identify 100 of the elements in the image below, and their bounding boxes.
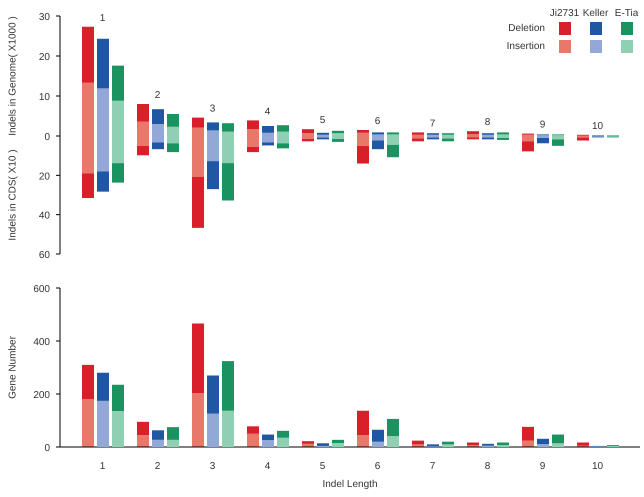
bar [522, 440, 534, 447]
x-tick-label: 2 [154, 461, 161, 472]
bar [82, 399, 94, 447]
x-tick-label: 7 [430, 118, 436, 130]
bar [247, 120, 259, 130]
x-tick-label: 7 [430, 461, 436, 472]
x-tick-label: 6 [374, 461, 381, 472]
bar [302, 441, 314, 444]
bar [152, 440, 164, 447]
bar [112, 66, 124, 101]
bar [277, 143, 289, 148]
bar [112, 410, 124, 447]
bar [412, 440, 424, 444]
x-tick-label: 10 [592, 120, 604, 132]
bar [357, 130, 369, 133]
bar [357, 410, 369, 436]
bar [537, 438, 549, 444]
bar [82, 364, 94, 400]
x-tick-label: 9 [540, 120, 546, 131]
bar [97, 171, 109, 192]
bar [222, 410, 234, 447]
bar [192, 118, 204, 128]
bar [522, 142, 534, 152]
bar [137, 422, 149, 436]
x-tick-label: 8 [484, 117, 491, 128]
bar [357, 146, 369, 164]
bar [262, 142, 274, 146]
bar [372, 140, 384, 150]
bar [552, 434, 564, 444]
bar [537, 444, 549, 447]
bar [167, 114, 179, 127]
bar [552, 443, 564, 447]
bar [192, 324, 204, 393]
bar [152, 142, 164, 150]
bar [552, 136, 564, 140]
bar [537, 138, 549, 144]
y-axis-title: Gene Number [8, 335, 19, 399]
x-tick-label: 2 [154, 90, 161, 101]
bar [387, 144, 399, 158]
bar [152, 109, 164, 124]
bar [317, 443, 329, 446]
bar [332, 443, 344, 447]
x-tick-label: 10 [592, 461, 604, 472]
bar [152, 430, 164, 440]
bar [387, 418, 399, 436]
bar [497, 442, 509, 446]
bar [82, 26, 94, 83]
y-tick-label: 10 [38, 92, 50, 103]
bar [247, 426, 259, 434]
x-axis-title: Indel Length [322, 479, 378, 490]
bar [137, 104, 149, 122]
bar [112, 384, 124, 411]
bar [277, 438, 289, 447]
y-tick-label: 20 [38, 171, 50, 182]
bar [302, 129, 314, 134]
bar [222, 123, 234, 132]
bar [262, 434, 274, 440]
x-tick-label: 3 [210, 104, 216, 115]
bar [97, 372, 109, 401]
bar [207, 122, 219, 130]
y-axis-title: Indels in Genome( X1000 ) [8, 16, 19, 136]
bar [97, 400, 109, 447]
bar [262, 440, 274, 447]
bar [247, 146, 259, 152]
x-tick-label: 5 [320, 461, 326, 472]
y-tick-label: 600 [33, 284, 50, 295]
bar [167, 440, 179, 447]
bar [192, 176, 204, 228]
x-tick-label: 9 [540, 461, 546, 472]
bar [372, 442, 384, 447]
x-tick-label: 1 [100, 461, 106, 472]
y-tick-label: 20 [38, 52, 50, 63]
bar [522, 426, 534, 441]
bar [302, 138, 314, 142]
bar [207, 414, 219, 447]
bar [332, 138, 344, 142]
bar [222, 361, 234, 411]
x-tick-label: 4 [264, 461, 271, 472]
bar [467, 131, 479, 134]
legend-title: Ji2731 [549, 8, 580, 19]
bar [357, 435, 369, 447]
y-tick-label: 30 [38, 12, 50, 23]
bar [137, 435, 149, 447]
x-tick-label: 8 [484, 461, 491, 472]
bar [277, 430, 289, 438]
y-tick-label: 40 [38, 210, 50, 222]
bar [442, 442, 454, 444]
y-tick-label: 0 [44, 443, 50, 454]
y-tick-label: 200 [33, 390, 50, 401]
bar [82, 173, 94, 198]
y-tick-label: 60 [38, 250, 50, 261]
x-tick-label: 5 [320, 115, 326, 126]
bar [247, 434, 259, 447]
x-tick-label: 4 [264, 106, 271, 118]
bar [332, 440, 344, 444]
x-tick-label: 3 [210, 461, 216, 472]
bar [97, 38, 109, 88]
text: Keller [582, 8, 608, 19]
bar [372, 136, 384, 141]
bar [207, 375, 219, 414]
